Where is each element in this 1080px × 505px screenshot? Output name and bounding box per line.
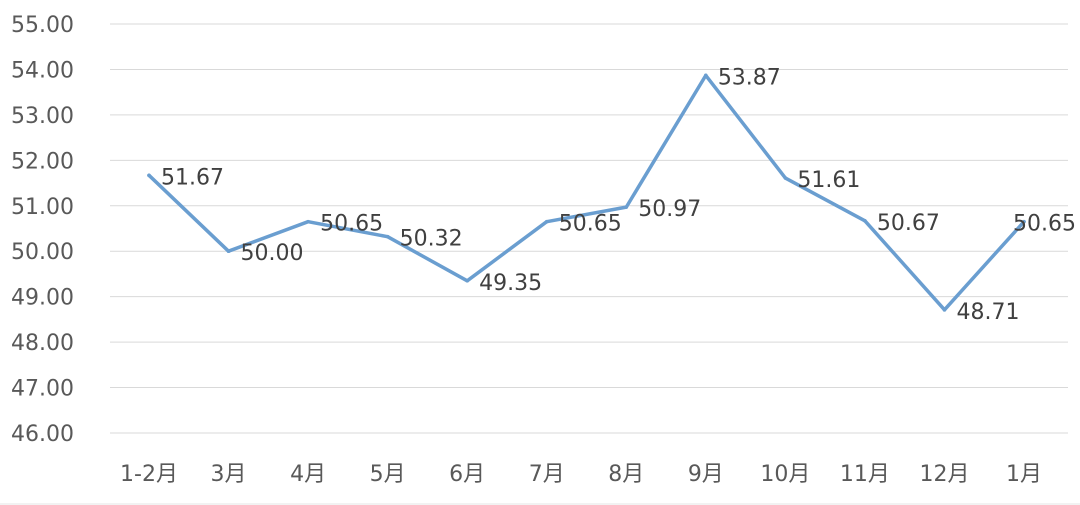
- gridlines: [110, 23, 1068, 434]
- y-tick-label: 46.00: [11, 422, 74, 447]
- data-label: 50.32: [400, 227, 463, 252]
- data-label: 51.61: [797, 168, 860, 193]
- x-tick-label: 11月: [840, 462, 890, 487]
- y-tick-label: 55.00: [11, 13, 74, 38]
- data-point: [465, 278, 469, 283]
- x-axis-tick-labels: 1-2月 3月 4月 5月 6月 7月 8月 9月 10月 11月 12月 1月: [120, 462, 1042, 487]
- y-tick-label: 48.00: [11, 331, 74, 356]
- data-label: 50.00: [241, 241, 304, 266]
- data-label: 50.67: [877, 211, 940, 236]
- data-point: [385, 234, 390, 239]
- y-tick-label: 53.00: [11, 104, 74, 129]
- data-point: [544, 219, 549, 224]
- x-tick-label: 3月: [211, 462, 247, 487]
- x-tick-label: 4月: [290, 462, 326, 487]
- data-labels: 51.67 50.00 50.65 50.32 49.35 50.65 50.97 53.87…: [161, 65, 1076, 324]
- series-layer: [147, 73, 1026, 312]
- x-tick-label: 12月: [919, 462, 969, 487]
- x-tick-label: 6月: [449, 462, 485, 487]
- data-label: 50.65: [320, 212, 383, 237]
- data-point: [863, 218, 867, 223]
- data-point: [1022, 219, 1026, 224]
- data-label: 50.65: [1013, 212, 1076, 237]
- data-point: [624, 205, 629, 209]
- x-tick-label: 7月: [529, 462, 565, 487]
- data-label: 49.35: [479, 271, 542, 296]
- x-tick-label: 9月: [688, 462, 724, 487]
- y-tick-label: 52.00: [11, 149, 74, 174]
- data-point: [226, 249, 231, 254]
- series-line: [147, 73, 1026, 312]
- x-tick-label: 8月: [608, 462, 644, 487]
- data-point: [306, 219, 310, 224]
- y-tick-label: 51.00: [11, 195, 74, 220]
- x-tick-label: 1月: [1006, 462, 1042, 487]
- x-tick-label: 1-2月: [120, 462, 178, 487]
- y-tick-label: 49.00: [11, 286, 74, 311]
- data-label: 53.87: [718, 65, 781, 90]
- y-tick-label: 54.00: [11, 58, 74, 83]
- data-point: [704, 73, 708, 78]
- data-point: [783, 176, 788, 180]
- data-point: [147, 173, 151, 178]
- data-label: 50.97: [638, 197, 701, 222]
- data-label: 51.67: [161, 165, 224, 190]
- data-label: 48.71: [956, 300, 1019, 325]
- x-tick-label: 5月: [370, 462, 406, 487]
- data-point: [942, 308, 947, 312]
- x-tick-label: 10月: [760, 462, 810, 487]
- y-axis-tick-labels: 55.00 54.00 53.00 52.00 51.00 50.00 49.00 48.00…: [11, 13, 74, 447]
- y-tick-label: 47.00: [11, 377, 74, 402]
- y-tick-label: 50.00: [11, 240, 74, 265]
- data-label: 50.65: [559, 212, 622, 237]
